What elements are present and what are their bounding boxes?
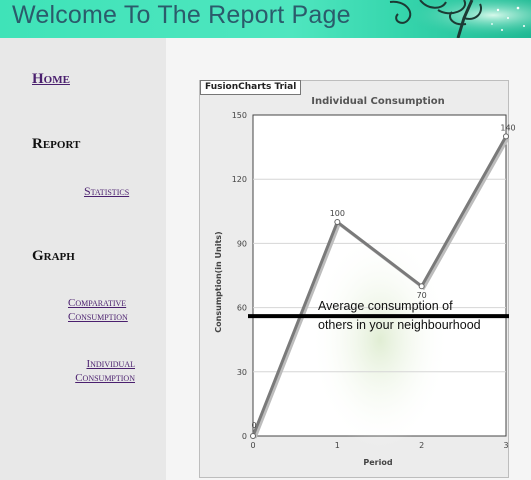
y-tick-label: 90	[237, 239, 247, 248]
chart-title: Individual Consumption	[311, 96, 444, 107]
average-annotation-line1: Average consumption of	[318, 299, 453, 313]
page-title: Welcome To The Report Page	[12, 1, 351, 29]
data-point	[334, 219, 341, 225]
sidebar: Home Report Statistics Graph Comparative…	[0, 38, 166, 480]
header-banner: Welcome To The Report Page	[0, 0, 531, 38]
report-heading: Report	[32, 136, 81, 152]
x-tick-label: 3	[503, 441, 508, 450]
series-line	[251, 135, 508, 437]
decorative-swirl-icon	[380, 0, 531, 38]
individual-link-line1: Individual	[86, 358, 135, 370]
data-point	[250, 433, 256, 439]
x-axis-ticks: 0 1 2 3	[250, 441, 508, 450]
y-tick-label: 150	[232, 111, 247, 120]
y-tick-label: 0	[242, 432, 247, 441]
x-tick-label: 1	[335, 441, 340, 450]
individual-consumption-link[interactable]: Individual Consumption	[68, 357, 135, 385]
data-label: 0	[251, 421, 256, 430]
graph-heading: Graph	[32, 248, 75, 264]
home-link[interactable]: Home	[32, 71, 70, 87]
data-label: 140	[500, 123, 515, 132]
fusioncharts-trial-label: FusionCharts Trial	[200, 80, 302, 95]
y-tick-label: 60	[237, 304, 247, 313]
y-tick-label: 120	[232, 175, 247, 184]
individual-link-line2: Consumption	[75, 372, 135, 384]
data-point	[418, 283, 425, 290]
x-axis-label: Period	[363, 458, 392, 467]
comparative-link-line1: Comparative	[68, 297, 127, 309]
y-tick-label: 30	[237, 368, 247, 377]
average-annotation-line2: others in your neighbourhood	[318, 318, 481, 332]
data-label: 100	[330, 209, 345, 218]
chart-grid	[253, 178, 506, 373]
statistics-link[interactable]: Statistics	[84, 184, 130, 198]
comparative-consumption-link[interactable]: Comparative Consumption	[68, 296, 128, 324]
comparative-link-line2: Consumption	[68, 311, 128, 323]
y-axis-ticks: 0 30 60 90 120 150	[232, 111, 247, 441]
x-tick-label: 2	[419, 441, 424, 450]
data-label: 70	[417, 291, 427, 300]
x-tick-label: 0	[250, 441, 255, 450]
data-point	[503, 133, 509, 140]
y-axis-label: Consumption(in Units)	[214, 231, 223, 332]
consumption-series: 0 100 70 140	[250, 123, 516, 439]
background-plant-image	[310, 230, 450, 450]
